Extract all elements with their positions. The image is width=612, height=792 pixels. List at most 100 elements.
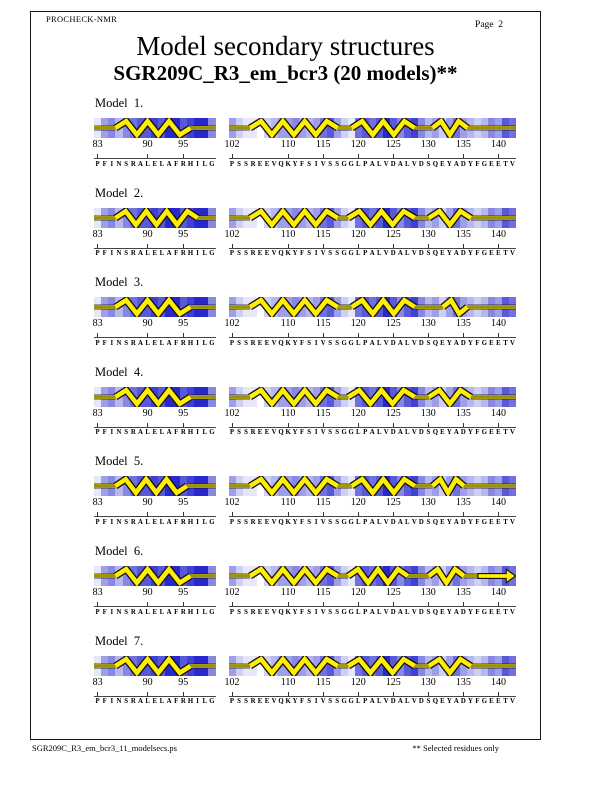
sequence-letter: A xyxy=(137,698,143,706)
axis-tick xyxy=(97,512,99,517)
sequence-letter: P xyxy=(363,608,368,616)
sequence-letter: G xyxy=(341,160,347,168)
page-border xyxy=(30,11,541,740)
sequence-letter: A xyxy=(166,429,172,437)
sequence-letter: G xyxy=(209,250,215,258)
sequence-letter: D xyxy=(418,429,424,437)
sequence-letter: S xyxy=(328,250,333,258)
sequence-letter: S xyxy=(328,608,333,616)
sequence-letter: H xyxy=(187,339,194,347)
strand-arrow-glyph xyxy=(476,568,516,584)
structure-overlay xyxy=(228,476,516,497)
helix-glyph-fill xyxy=(248,655,339,676)
sequence-letter: Y xyxy=(446,608,452,616)
axis-tick xyxy=(182,422,184,427)
axis-tick xyxy=(182,243,184,248)
sequence-letter: Q xyxy=(278,608,284,616)
residue-cell xyxy=(326,118,334,138)
sequence-letter: S xyxy=(426,429,431,437)
sequence-letter: A xyxy=(166,698,172,706)
sequence-letter: R xyxy=(250,160,256,168)
sequence-letter: V xyxy=(383,429,389,437)
helix-glyph-fill xyxy=(430,476,465,497)
sequence-letter: V xyxy=(411,250,417,258)
sequence-letter: L xyxy=(159,429,165,437)
axis-tick-label: 102 xyxy=(224,676,240,688)
sequence-letter: V xyxy=(510,429,515,437)
axis-tick-label: 115 xyxy=(315,228,331,240)
sequence-letter: Q xyxy=(432,160,438,168)
sequence-letter: L xyxy=(376,698,382,706)
sequence-letter: L xyxy=(159,250,165,258)
axis-rule xyxy=(94,247,216,249)
sequence-letter: Q xyxy=(432,608,438,616)
sequence-letter: N xyxy=(116,518,122,526)
sequence-letter: K xyxy=(285,160,291,168)
sequence-letter: Y xyxy=(292,160,298,168)
residue-cell xyxy=(186,207,195,228)
sequence-letter: F xyxy=(174,160,179,168)
sequence-letter: S xyxy=(244,339,248,347)
structure-overlay xyxy=(94,655,216,676)
sequence-letter: R xyxy=(180,160,186,168)
sequence-letter: G xyxy=(481,160,488,168)
sequence-letter: F xyxy=(174,429,179,437)
helix-glyph-fill xyxy=(248,297,339,318)
sequence-letter: S xyxy=(335,518,340,526)
sequence-letter: P xyxy=(229,608,235,616)
sequence-letter: R xyxy=(130,250,136,258)
sequence-letter: D xyxy=(460,429,466,437)
sequence-letter: E xyxy=(257,160,263,168)
sequence-letter: P xyxy=(363,250,368,258)
axis-tick-label: 102 xyxy=(224,139,240,150)
sequence-letter: V xyxy=(383,698,389,706)
axis-tick xyxy=(97,691,99,696)
sequence-letter: D xyxy=(390,250,396,258)
axis-tick-label: 135 xyxy=(455,318,471,330)
axis-tick xyxy=(322,602,324,606)
model-block: Model 4. 83 90 95 P F I N S R A L E L A F R H I L G 102 110 115… xyxy=(0,365,612,445)
sequence-letter: P xyxy=(229,429,235,437)
sequence-letter: P xyxy=(363,160,368,168)
residue-cell xyxy=(396,566,405,586)
residue-cell xyxy=(326,476,334,497)
sequence-letter: E xyxy=(264,608,270,616)
sequence-letter: L xyxy=(202,250,208,258)
axis-tick-label: 125 xyxy=(385,228,401,240)
sequence-letter: T xyxy=(503,518,508,526)
axis-tick xyxy=(357,243,359,248)
sequence-letter: N xyxy=(116,250,122,258)
residue-cell xyxy=(256,207,264,228)
residue-cell xyxy=(144,386,152,407)
sequence-letter: L xyxy=(376,250,382,258)
sequence-letter: L xyxy=(159,698,165,706)
sequence-letter: A xyxy=(453,429,459,437)
axis-rule xyxy=(94,158,216,159)
sequence-letter: S xyxy=(244,608,248,616)
sequence-letter: E xyxy=(440,160,445,168)
sequence-letter: F xyxy=(102,339,107,347)
axis-rule xyxy=(228,426,516,428)
axis-tick xyxy=(287,602,289,606)
sequence-letter: D xyxy=(460,160,466,168)
sequence-letter: I xyxy=(110,250,114,258)
helix-glyph-fill xyxy=(349,118,416,138)
residue-cell xyxy=(431,386,440,407)
sequence-letter: E xyxy=(257,608,263,616)
helix-glyph-fill xyxy=(427,655,472,676)
sequence-letter: A xyxy=(397,339,403,347)
sequence-letter: G xyxy=(348,518,354,526)
axis-tick-label: 102 xyxy=(224,407,240,419)
sequence-letter: E xyxy=(152,339,158,347)
axis-tick xyxy=(392,422,394,427)
axis-tick-label: 102 xyxy=(224,587,240,598)
axis-tick-label: 90 xyxy=(142,587,153,598)
sequence-letter: V xyxy=(383,608,389,616)
sequence-letter: L xyxy=(145,518,150,526)
sequence-letter: D xyxy=(460,250,466,258)
sequence-letter: S xyxy=(335,339,340,347)
axis-tick xyxy=(462,602,464,606)
residue-cell xyxy=(326,566,334,586)
axis-tick xyxy=(147,602,149,606)
residue-cell xyxy=(431,207,440,228)
